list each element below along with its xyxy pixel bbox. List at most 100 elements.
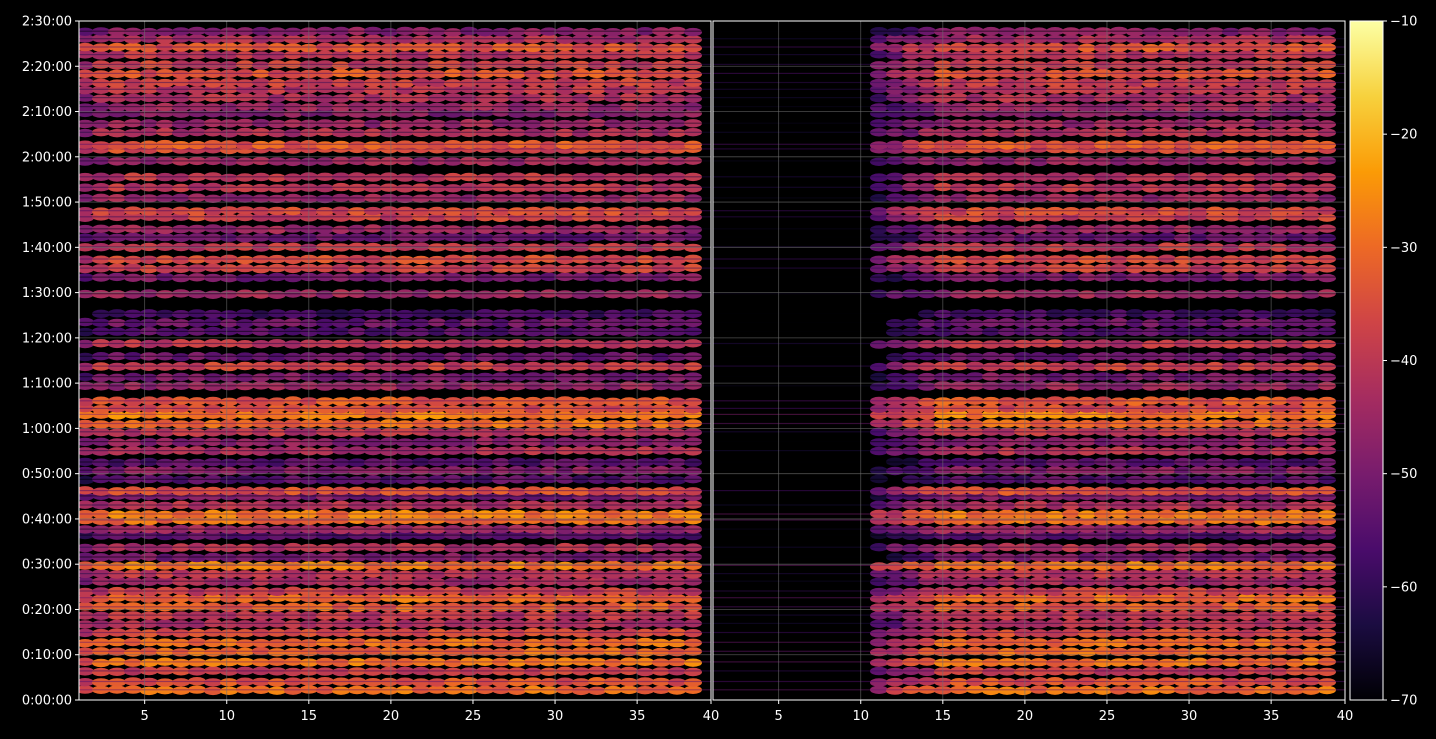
heat-cell (444, 510, 462, 520)
heat-cell (492, 603, 510, 612)
heat-cell (140, 611, 158, 620)
band-haze (79, 431, 711, 433)
heat-cell (412, 373, 430, 382)
heat-cell (1318, 373, 1336, 382)
band-haze (713, 63, 1345, 65)
heat-cell (1014, 382, 1032, 391)
heat-cell (1318, 273, 1336, 283)
y-tick-label: 1:10:00 (22, 377, 72, 392)
heat-cell (1254, 373, 1272, 382)
heat-cell (1078, 340, 1096, 349)
heat-cell (1158, 119, 1176, 129)
heat-cell (1014, 373, 1032, 382)
heat-cell (1142, 255, 1160, 264)
heat-cell (1158, 501, 1176, 511)
heat-cell (188, 476, 206, 485)
heat-cell (902, 517, 920, 526)
heat-cell (284, 620, 302, 629)
heat-cell (268, 184, 286, 193)
heat-cell (412, 255, 430, 265)
heat-cell (636, 128, 654, 138)
heat-cell (156, 594, 174, 603)
heat-cell (588, 420, 606, 429)
heat-cell (524, 667, 542, 676)
heat-cell (1046, 447, 1064, 456)
heat-cell (172, 648, 190, 657)
heat-cell (1094, 79, 1112, 88)
heat-cell (572, 264, 590, 274)
heat-cell (1318, 526, 1336, 535)
heat-cell (220, 594, 238, 603)
heat-cell (1142, 273, 1160, 283)
heat-cell (236, 109, 254, 118)
x-tick-label-end: 40 (703, 709, 720, 724)
heat-cell (950, 225, 968, 234)
heat-cell (556, 531, 574, 541)
heat-cell (1302, 328, 1320, 337)
heat-cell (1318, 79, 1336, 88)
heat-cell (1046, 638, 1064, 648)
heat-cell (492, 428, 510, 437)
heat-cell (79, 587, 94, 597)
y-tick-label: 0:00:00 (22, 694, 72, 709)
heat-cell (902, 587, 920, 597)
heat-cell (172, 594, 190, 603)
heat-cell (998, 94, 1016, 103)
heat-cell (668, 525, 686, 534)
y-tick-label: 2:20:00 (22, 60, 72, 75)
heat-cell (1238, 686, 1256, 696)
heat-cell (220, 603, 238, 612)
heat-cell (364, 501, 382, 511)
band-haze (713, 186, 1345, 188)
heat-cell (364, 157, 382, 166)
heat-cell (684, 35, 702, 44)
band-haze (79, 580, 711, 582)
heat-cell (1222, 553, 1240, 562)
heat-cell (684, 531, 702, 541)
heat-cell (1302, 561, 1320, 571)
heat-cell (188, 207, 206, 216)
heat-cell (1078, 120, 1096, 129)
heat-cell (1062, 382, 1080, 391)
heat-cell (540, 79, 558, 88)
heat-cell (1286, 243, 1304, 253)
heat-cell (966, 79, 984, 88)
heat-cell (1046, 510, 1064, 520)
heat-cell (396, 476, 414, 485)
heat-cell (1286, 290, 1304, 299)
heat-cell (412, 207, 430, 216)
band-haze (713, 641, 1345, 643)
heat-cell (1206, 487, 1224, 496)
heat-cell (492, 157, 510, 166)
band-haze (713, 54, 1345, 56)
heat-cell (1062, 543, 1080, 553)
heat-cell (966, 51, 984, 60)
band-haze (713, 236, 1345, 238)
heat-cell (1318, 620, 1336, 629)
heat-cell (652, 658, 670, 667)
heat-cell (870, 78, 888, 88)
heat-cell (1286, 225, 1304, 234)
heat-cell (902, 43, 920, 52)
heat-cell (284, 255, 302, 265)
heat-cell (1270, 290, 1288, 299)
heat-cell (652, 43, 670, 53)
heat-cell (236, 141, 254, 150)
heat-cell (1062, 553, 1080, 562)
heat-cell (252, 273, 270, 282)
heat-cell (364, 561, 382, 571)
heat-cell (156, 382, 174, 391)
heat-cell (380, 79, 398, 88)
heat-cell (348, 194, 366, 204)
heat-cell (220, 487, 238, 496)
heat-cell (1222, 612, 1240, 621)
heat-cell (1206, 264, 1224, 274)
heat-cell (982, 119, 1000, 129)
band-haze (79, 355, 711, 357)
heat-cell (412, 594, 430, 603)
heat-cell (1270, 79, 1288, 88)
heat-cell (348, 141, 366, 150)
heat-cell (268, 420, 286, 429)
heat-cell (1126, 173, 1144, 182)
heat-cell (572, 487, 590, 496)
